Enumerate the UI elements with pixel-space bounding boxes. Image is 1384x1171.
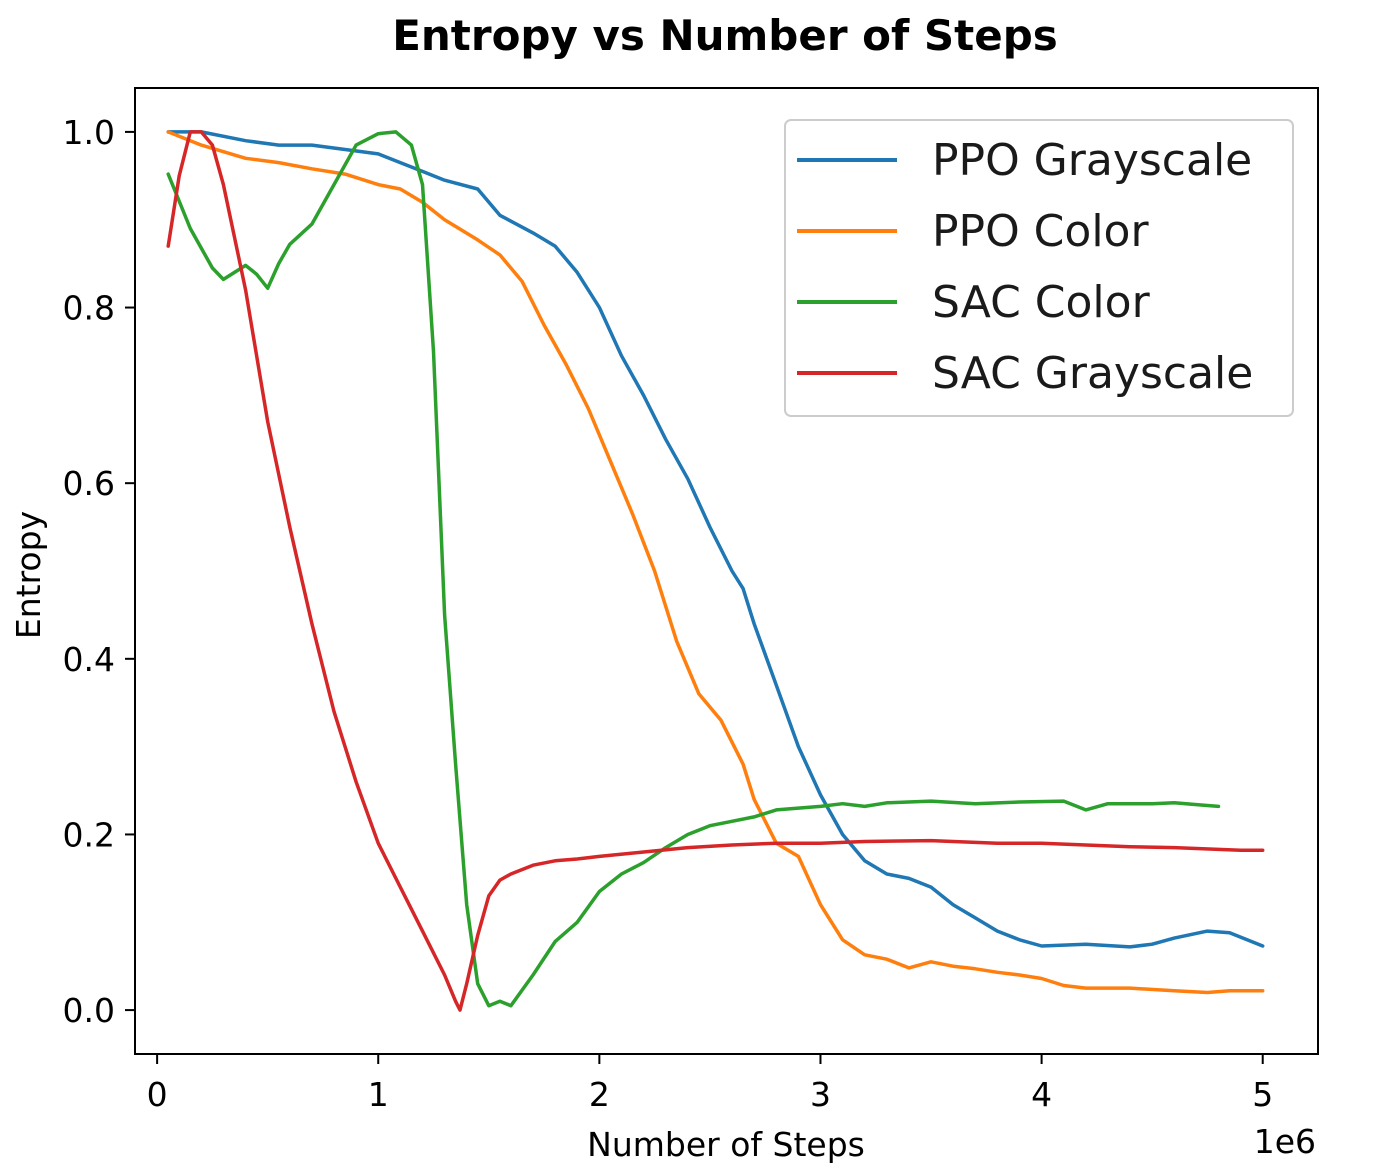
legend-label-sac-grayscale: SAC Grayscale <box>932 348 1253 399</box>
y-tick-label: 1.0 <box>63 113 115 152</box>
series-line-ppo-color <box>166 130 1265 995</box>
x-axis-offset-label: 1e6 <box>1254 1122 1316 1161</box>
x-axis-ticks: 0 1 2 3 4 5 <box>147 1054 1273 1114</box>
series-line-sac-color <box>166 130 1221 1008</box>
y-axis-label: Entropy <box>9 511 48 639</box>
y-tick-label: 0.0 <box>63 991 115 1030</box>
x-tick-label: 3 <box>810 1075 831 1114</box>
x-tick-label: 1 <box>368 1075 389 1114</box>
y-tick-label: 0.2 <box>63 815 115 854</box>
y-tick-label: 0.8 <box>63 289 115 328</box>
chart-title: Entropy vs Number of Steps <box>392 11 1058 60</box>
x-axis-label: Number of Steps <box>587 1125 865 1164</box>
series-line-ppo-grayscale <box>166 130 1265 949</box>
x-tick-label: 2 <box>589 1075 610 1114</box>
y-tick-label: 0.4 <box>63 640 115 679</box>
plot-area-frame <box>134 87 1319 1055</box>
legend-label-ppo-grayscale: PPO Grayscale <box>932 135 1252 186</box>
legend-box <box>784 119 1294 417</box>
y-axis-ticks: 0.0 0.2 0.4 0.6 0.8 1.0 <box>63 113 135 1030</box>
series-layer <box>166 130 1265 1012</box>
y-tick-label: 0.6 <box>63 464 115 503</box>
x-tick-label: 5 <box>1252 1075 1273 1114</box>
legend: PPO Grayscale PPO Color SAC Color SAC Grays… <box>784 119 1294 417</box>
legend-label-sac-color: SAC Color <box>932 277 1151 328</box>
series-line-sac-grayscale <box>166 130 1265 1012</box>
legend-label-ppo-color: PPO Color <box>932 206 1149 257</box>
x-tick-label: 4 <box>1031 1075 1052 1114</box>
x-tick-label: 0 <box>147 1075 168 1114</box>
